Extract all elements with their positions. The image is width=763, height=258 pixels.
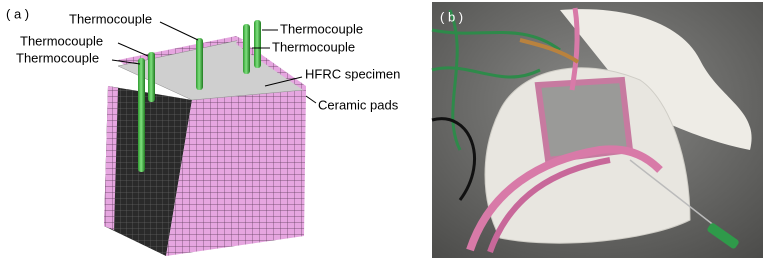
callout: Thermocouple	[16, 50, 99, 65]
callout: Thermocouple	[69, 11, 152, 26]
thermocouple-rod	[254, 20, 261, 68]
leader	[160, 22, 198, 40]
panel-a: ( a ) Thermocouple Thermocouple Thermoco…	[6, 6, 400, 256]
callout: Thermocouple	[272, 39, 355, 54]
figure: ( a ) Thermocouple Thermocouple Thermoco…	[0, 0, 763, 258]
callout: Thermocouple	[280, 21, 363, 36]
thermocouple-rod	[138, 58, 145, 172]
thermocouple-rod	[196, 38, 203, 90]
callout: Thermocouple	[20, 33, 103, 48]
panel-label: ( a )	[6, 6, 29, 21]
thermocouple-rod	[243, 24, 250, 74]
callout: Ceramic pads	[318, 97, 399, 112]
panel-label: ( b )	[440, 9, 463, 24]
panel-b: ( b )	[432, 2, 763, 258]
leader	[306, 96, 316, 103]
leader	[118, 43, 148, 56]
page: ( a ) Thermocouple Thermocouple Thermoco…	[0, 0, 763, 258]
thermocouple-rod	[148, 52, 155, 102]
callout: HFRC specimen	[305, 66, 400, 81]
